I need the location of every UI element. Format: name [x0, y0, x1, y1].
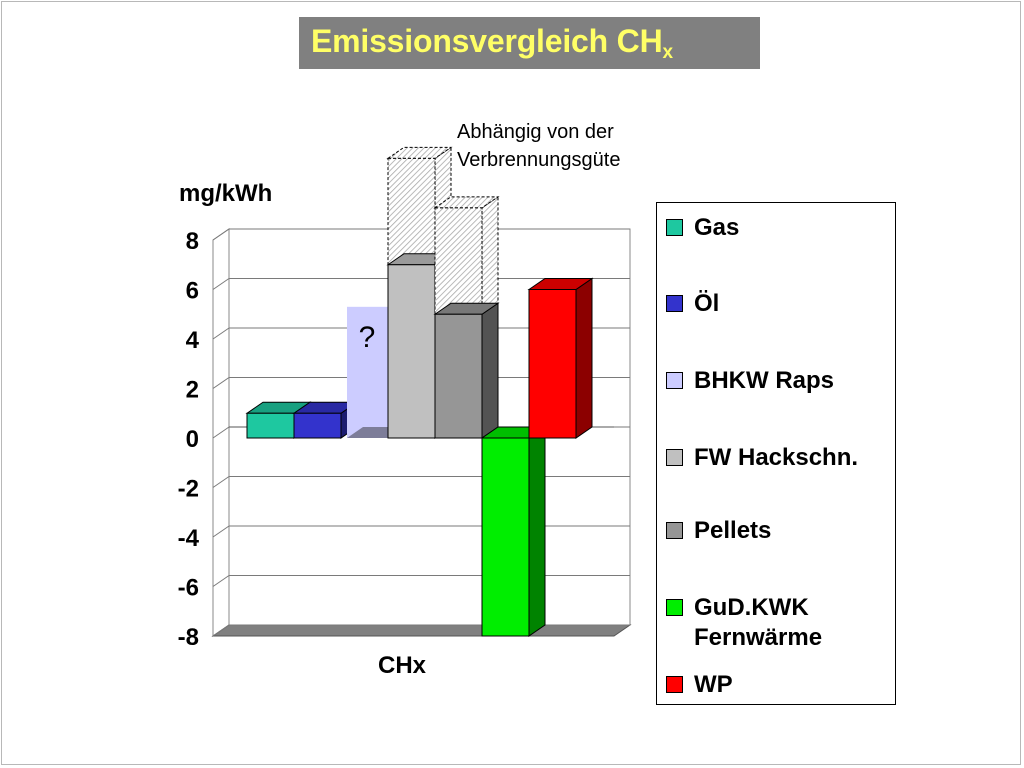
gridline-side [212, 327, 230, 340]
y-tick-label: 2 [186, 377, 199, 404]
question-mark: ? [359, 321, 376, 354]
bar-bhkw-raps: ? [347, 306, 404, 438]
bar-side [575, 277, 593, 439]
gridline-side [212, 624, 230, 637]
gridline-side [212, 426, 230, 439]
bar-front [528, 289, 577, 439]
legend-swatch [666, 219, 683, 236]
bar-front [481, 437, 530, 637]
bar-wp [527, 277, 594, 439]
chart-title-subscript: x [662, 42, 674, 63]
bar-front [246, 412, 295, 439]
title-box: Emissionsvergleich CHx [299, 17, 760, 69]
gridline-side [212, 228, 230, 241]
legend-label-line: Fernwärme [694, 624, 823, 651]
bar-side [481, 302, 499, 439]
legend-label-line: Pellets [694, 517, 772, 544]
legend-swatch [666, 522, 683, 539]
y-tick-label: 0 [186, 426, 199, 453]
legend-label: BHKW Raps [694, 366, 894, 396]
legend-label: GuD.KWK Fernwärme [694, 593, 894, 653]
combustion-quality-annotation: Abhängig von der Verbrennungsgüte [457, 118, 677, 174]
chart-title: Emissionsvergleich CHx [311, 23, 673, 64]
annotation-line-2: Verbrennungsgüte [457, 149, 621, 171]
y-tick-label: -6 [178, 575, 199, 602]
chart-floor [211, 624, 632, 637]
gridline-side [212, 476, 230, 488]
bar-front [347, 306, 388, 438]
legend-label: WP [694, 670, 894, 700]
chart-title-main: Emissionsvergleich CH [311, 23, 663, 59]
bar-front [434, 207, 483, 315]
legend-label-line: WP [694, 671, 733, 698]
y-tick-label: -2 [178, 476, 199, 503]
gridline-side [212, 575, 230, 587]
legend-label: Pellets [694, 516, 894, 546]
bar-gud-kwk-fernwärme [480, 426, 547, 637]
gridline-side [212, 377, 230, 389]
x-category-label: CHx [378, 652, 427, 679]
y-tick-label: -8 [178, 624, 199, 651]
legend-swatch [666, 295, 683, 312]
bar-side [528, 426, 546, 637]
bar-front [293, 412, 342, 439]
legend-swatch [666, 372, 683, 389]
bar-pellets [433, 302, 500, 439]
legend-label-line: Öl [694, 290, 720, 317]
bar-front [434, 313, 483, 439]
legend-label-line: BHKW Raps [694, 367, 835, 394]
y-tick-label: 8 [186, 228, 199, 255]
y-axis-label: mg/kWh [179, 180, 273, 207]
gridline-side [212, 525, 230, 538]
legend: Gas Öl BHKW Raps FW Hackschn. Pellets GuD.KWK… [656, 202, 896, 705]
legend-label: Gas [694, 213, 894, 243]
legend-label: Öl [694, 289, 894, 319]
annotation-line-1: Abhängig von der [457, 121, 614, 143]
legend-label: FW Hackschn. [694, 443, 894, 473]
legend-label-line: Gas [694, 214, 740, 241]
bar-pellets-range [433, 195, 500, 316]
y-tick-label: 4 [186, 327, 200, 354]
legend-swatch [666, 676, 683, 693]
bar-front [387, 264, 436, 439]
gridline-side [212, 278, 230, 290]
y-tick-label: 6 [186, 278, 199, 305]
legend-label-line: FW Hackschn. [694, 444, 859, 471]
legend-swatch [666, 599, 683, 616]
y-tick-label: -4 [178, 525, 200, 552]
legend-label-line: GuD.KWK [694, 594, 809, 621]
bar-side [481, 195, 499, 316]
legend-swatch [666, 449, 683, 466]
bar-front [387, 157, 436, 266]
